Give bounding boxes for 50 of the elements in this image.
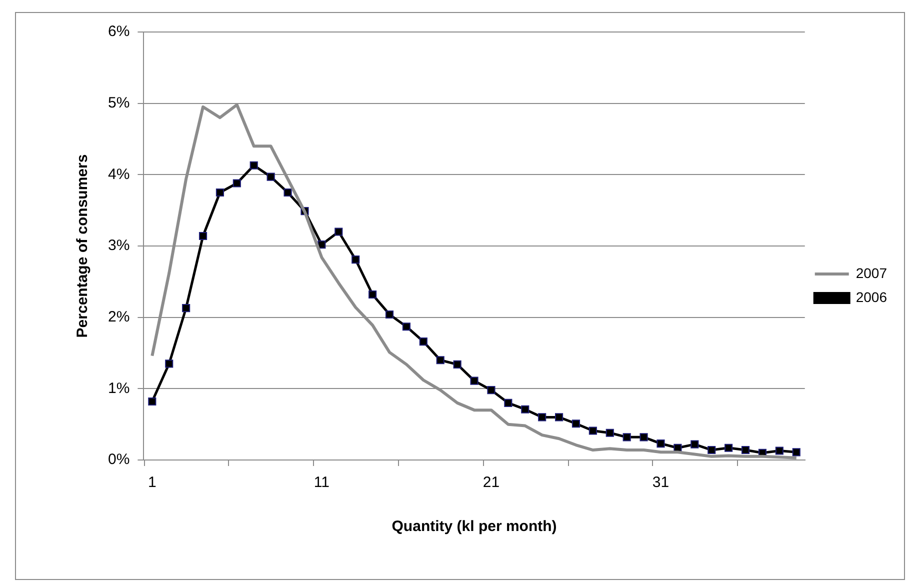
point (385, 310, 394, 319)
point (216, 188, 224, 197)
point (334, 228, 343, 236)
legend-label: 2006 (856, 288, 888, 305)
point (606, 428, 614, 437)
point (182, 304, 190, 312)
point (724, 444, 733, 452)
point (487, 386, 496, 394)
x-axis-title: Quantity (kl per month) (392, 518, 557, 536)
point (266, 172, 275, 181)
point (232, 179, 241, 188)
point (572, 420, 580, 428)
point (792, 448, 800, 456)
y-tick-label: 2% (108, 308, 130, 326)
x-tick-label: 1 (148, 474, 156, 492)
point (368, 290, 377, 299)
point (402, 322, 410, 331)
point (775, 446, 784, 455)
point (521, 405, 530, 414)
point (470, 376, 478, 385)
point (436, 356, 444, 364)
point (148, 397, 156, 406)
point (504, 398, 512, 407)
y-tick-label: 0% (108, 451, 130, 468)
point (250, 161, 258, 170)
point (352, 256, 360, 264)
point (538, 413, 546, 422)
y-tick-label: 5% (108, 94, 130, 112)
point (198, 232, 208, 240)
point (622, 433, 631, 442)
x-tick-label: 11 (314, 474, 330, 492)
x-tick-label: 21 (482, 474, 500, 492)
y-tick-label: 1% (108, 380, 130, 397)
point (284, 188, 292, 197)
point (640, 433, 648, 442)
point (555, 413, 564, 422)
y-axis-title: Percentage of consumers (74, 154, 92, 338)
legend-label: 2007 (856, 264, 888, 281)
y-tick-label: 6% (108, 23, 130, 40)
point (690, 440, 699, 448)
point (741, 446, 750, 454)
point (588, 426, 597, 435)
y-tick-label: 3% (108, 237, 130, 254)
point (708, 446, 716, 454)
point (656, 440, 665, 448)
y-tick-label: 4% (108, 166, 130, 183)
point (453, 360, 462, 368)
point (419, 338, 428, 346)
x-tick-label: 31 (652, 474, 670, 492)
point (165, 360, 174, 368)
